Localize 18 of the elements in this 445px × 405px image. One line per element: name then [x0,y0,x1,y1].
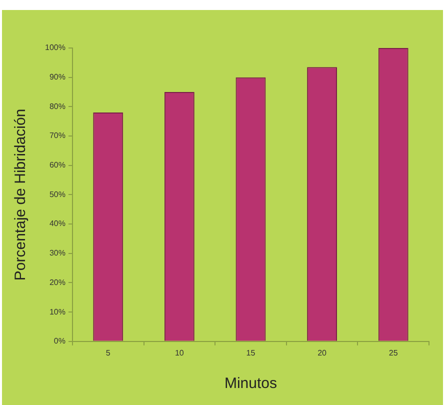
y-tick-label: 40% [49,219,66,228]
x-tick-label: 20 [318,348,328,358]
x-tick-label: 5 [106,348,111,358]
y-tick-label: 50% [49,190,66,199]
y-axis-title: Porcentaje de Hibridación [12,108,30,281]
x-axis-title: Minutos [224,375,277,392]
y-tick-label: 80% [49,102,66,111]
y-tick-label: 60% [49,160,66,170]
y-tick-label: 0% [54,336,66,346]
x-tick-label: 10 [174,348,184,358]
y-tick-label: 30% [49,248,66,258]
x-tick-label: 25 [388,348,398,358]
y-tick-label: 20% [49,278,66,287]
y-tick-label: 10% [49,307,66,316]
y-tick-label: 100% [44,43,66,52]
y-tick-label: 70% [49,131,66,140]
y-tick-label: 90% [49,72,66,82]
x-tick-label: 15 [246,348,256,358]
